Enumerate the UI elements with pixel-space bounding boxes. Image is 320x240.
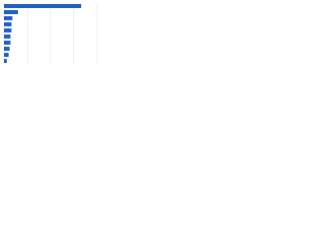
bar — [4, 16, 13, 21]
bar — [4, 34, 11, 39]
bar — [4, 4, 82, 9]
bar — [4, 40, 11, 45]
page: {"chart_data": {"type": "bar", "orientat… — [0, 0, 320, 71]
bar — [4, 22, 12, 27]
chart — [3, 3, 98, 64]
bar — [4, 52, 9, 57]
bar — [4, 10, 18, 15]
bar — [4, 58, 7, 63]
bar — [4, 28, 12, 33]
bar — [4, 46, 10, 51]
